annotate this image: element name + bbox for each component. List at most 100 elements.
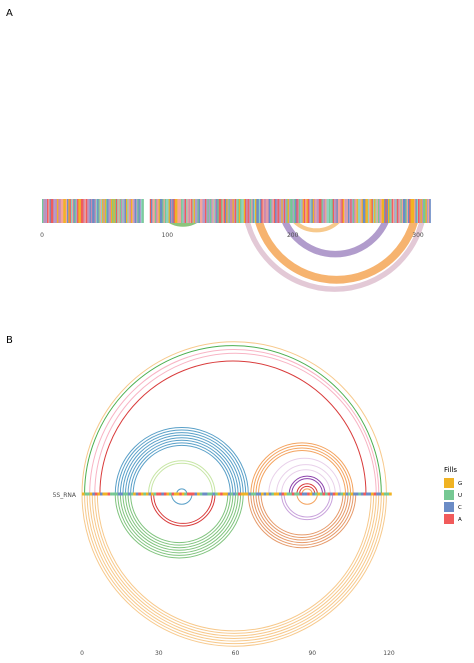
nucleotide-b-93: [319, 492, 323, 496]
sequence-name-label: 5S_RNA: [53, 492, 77, 499]
arc-a-5-2: [244, 198, 426, 290]
nucleotide-b-33: [166, 492, 170, 496]
arc-b-bottom-4-0: [247, 493, 357, 549]
legend-item-u: U: [444, 490, 462, 500]
nucleotide-a-238: [340, 199, 342, 223]
nucleotide-a-250: [355, 199, 357, 223]
nucleotide-a-26: [74, 199, 77, 223]
arc-b-bottom-0-6: [96, 493, 372, 632]
nucleotide-a-237: [339, 199, 341, 223]
arc-b-bottom-1-2: [119, 493, 239, 554]
nucleotide-a-177: [263, 199, 266, 223]
nucleotide-b-68: [255, 492, 259, 496]
nucleotide-a-175: [261, 199, 263, 223]
nucleotide-a-151: [231, 199, 233, 223]
nucleotide-a-78: [139, 199, 142, 223]
legend-item-c: C: [444, 502, 462, 512]
nucleotide-a-130: [204, 199, 207, 223]
nucleotide-b-12: [112, 492, 116, 496]
nucleotide-a-156: [237, 199, 240, 223]
nucleotide-a-56: [112, 199, 114, 223]
nucleotide-a-305: [424, 199, 426, 223]
nucleotide-a-272: [382, 199, 385, 223]
nucleotide-a-50: [104, 199, 107, 223]
nucleotide-b-37: [176, 492, 180, 496]
nucleotide-b-53: [217, 492, 221, 496]
nucleotide-b-67: [253, 492, 257, 496]
nucleotide-a-147: [226, 199, 228, 223]
arc-a-6-4: [256, 198, 417, 279]
nucleotide-b-70: [261, 492, 264, 496]
nucleotide-b-107: [355, 492, 359, 496]
nucleotide-a-47: [100, 199, 103, 223]
nucleotide-b-62: [240, 492, 244, 496]
nucleotide-a-300: [418, 199, 420, 223]
nucleotide-a-275: [386, 199, 389, 223]
nucleotide-a-170: [255, 199, 257, 223]
nucleotide-a-86: [149, 199, 152, 223]
nucleotide-b-84: [296, 492, 300, 496]
nucleotide-a-218: [315, 199, 317, 223]
nucleotide-b-31: [161, 492, 165, 496]
nucleotide-a-271: [381, 199, 384, 223]
arc-b-bottom-4-4: [258, 493, 347, 538]
arc-b-bottom-2-1: [153, 493, 213, 524]
panel-a-tick-200: 200: [287, 232, 299, 239]
nucleotide-b-30: [158, 492, 162, 496]
nucleotide-a-281: [394, 199, 396, 223]
arc-b-top-11-1: [298, 485, 316, 495]
arc-b-top-4-1: [117, 429, 247, 495]
arc-b-top-5-0: [148, 460, 216, 495]
nucleotide-b-83: [294, 492, 298, 496]
arc-b-bottom-6-0: [296, 493, 318, 505]
arc-b-top-0-0: [81, 341, 387, 495]
nucleotide-a-201: [293, 199, 296, 223]
nucleotide-a-118: [189, 199, 192, 223]
nucleotide-a-235: [336, 199, 339, 223]
nucleotide-a-139: [216, 199, 218, 223]
panel-b-sequence-bar: [82, 492, 392, 496]
nucleotide-a-120: [192, 199, 194, 223]
nucleotide-a-7: [50, 199, 53, 223]
arc-b-top-4-6: [130, 442, 234, 495]
nucleotide-a-181: [268, 199, 271, 223]
nucleotide-a-277: [389, 199, 391, 223]
nucleotide-a-134: [209, 199, 212, 223]
nucleotide-a-232: [332, 199, 335, 223]
nucleotide-a-160: [242, 199, 245, 223]
legend-title: Fills: [444, 466, 457, 474]
nucleotide-a-136: [212, 199, 214, 223]
nucleotide-a-20: [67, 199, 69, 223]
nucleotide-b-79: [284, 492, 287, 496]
nucleotide-a-189: [278, 199, 281, 223]
nucleotide-a-71: [130, 199, 133, 223]
nucleotide-a-142: [219, 199, 222, 223]
arc-b-top-8-0: [268, 457, 341, 495]
nucleotide-a-116: [187, 199, 189, 223]
nucleotide-a-233: [334, 199, 336, 223]
nucleotide-a-53: [108, 199, 110, 223]
nucleotide-a-185: [273, 199, 276, 223]
nucleotide-a-298: [415, 199, 418, 223]
nucleotide-a-19: [65, 199, 68, 223]
nucleotide-a-188: [277, 199, 280, 223]
arc-b-top-7-0: [250, 442, 354, 495]
nucleotide-a-214: [310, 199, 312, 223]
panel-b-tick-120: 120: [383, 650, 395, 657]
arc-b-bottom-4-3: [255, 493, 349, 541]
arc-b-top-3-0: [99, 360, 367, 495]
arc-b-top-7-3: [258, 450, 347, 495]
nucleotide-b-51: [212, 492, 216, 496]
nucleotide-b-66: [250, 492, 254, 496]
arc-b-bottom-1-6: [130, 493, 229, 544]
arc-b-bottom-1-5: [127, 493, 231, 546]
nucleotide-a-22: [69, 199, 72, 223]
nucleotide-b-81: [289, 492, 292, 496]
legend-swatch-u: [444, 490, 454, 500]
nucleotide-a-284: [397, 199, 400, 223]
nucleotide-a-200: [292, 199, 295, 223]
nucleotide-a-59: [115, 199, 118, 223]
nucleotide-a-239: [341, 199, 344, 223]
nucleotide-a-42: [94, 199, 97, 223]
